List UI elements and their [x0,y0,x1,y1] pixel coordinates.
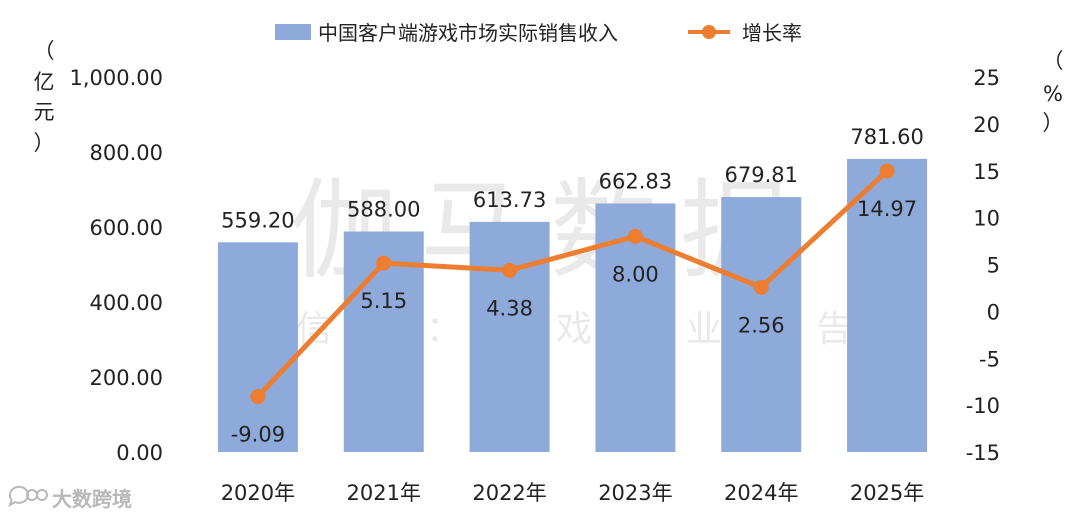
right-tick-label: 0 [987,300,1000,324]
x-tick-label: 2022年 [472,481,546,505]
bar-label: 588.00 [347,198,420,222]
left-tick-label: 400.00 [90,291,163,315]
bar-label: 613.73 [473,188,546,212]
right-tick-label: -5 [979,347,1000,371]
growth-rate-point-2024年 [753,279,769,295]
x-axis-ticks: 2020年 2021年 2022年 2023年 2024年 2025年 [221,481,925,505]
growth-rate-point-2022年 [502,262,518,278]
growth-rate-line [255,168,890,400]
growth-rate-label: -9.09 [231,423,285,447]
x-tick-label: 2020年 [221,481,295,505]
bar-label: 781.60 [850,125,923,149]
x-tick-label: 2021年 [347,481,421,505]
left-tick-label: 1,000.00 [69,66,163,90]
line-data-labels: -9.09 5.15 4.38 8.00 2.56 14.97 [231,197,917,447]
right-axis-title-char-1: % [1043,82,1063,106]
right-axis-title: （ % ） [1043,49,1064,135]
left-tick-label: 600.00 [90,216,163,240]
right-tick-label: -15 [966,441,1000,465]
bar-2022年 [469,221,550,452]
legend-label-revenue: 中国客户端游戏市场实际销售收入 [318,21,618,45]
left-axis-title-char-3: ） [34,131,55,155]
x-tick-label: 2024年 [724,481,798,505]
growth-rate-point-2020年 [250,389,266,405]
legend-label-growth: 增长率 [742,21,802,45]
left-tick-label: 0.00 [116,441,163,465]
left-axis-title-char-1: 亿 [34,70,55,94]
chat-bubble-icon [8,485,48,508]
right-axis-title-char-0: （ [1043,49,1064,73]
left-tick-label: 200.00 [90,366,163,390]
left-axis-ticks: 0.00 200.00 400.00 600.00 800.00 1,000.00 [69,66,163,465]
right-axis-ticks: -15 -10 -5 0 5 10 15 20 25 [966,66,1000,465]
bar-2020年 [217,242,298,452]
left-axis-title-char-2: 元 [34,100,55,124]
left-axis-title: （ 亿 元 ） [34,39,55,155]
right-tick-label: -10 [966,394,1000,418]
growth-rate-label: 2.56 [738,313,785,337]
growth-rate-point-2021年 [376,255,392,271]
logo: 大数跨境 [8,485,132,511]
left-axis-title-char-0: （ [34,39,55,63]
growth-rate-label: 5.15 [360,289,407,313]
legend: 中国客户端游戏市场实际销售收入 增长率 [275,21,802,45]
legend-swatch-growth-marker [702,25,716,39]
line-series [250,163,895,405]
growth-rate-point-2023年 [627,228,643,244]
right-tick-label: 5 [987,254,1000,278]
growth-rate-label: 4.38 [486,296,533,320]
growth-rate-label: 14.97 [857,197,917,221]
bar-data-labels: 559.20 588.00 613.73 662.83 679.81 781.60 [221,125,924,232]
x-tick-label: 2023年 [598,481,672,505]
right-tick-label: 10 [973,207,1000,231]
bar-2025年 [847,158,928,452]
right-tick-label: 15 [973,160,1000,184]
right-axis-title-char-2: ） [1043,111,1064,135]
bar-label: 679.81 [725,163,798,187]
bar-label: 559.20 [221,208,294,232]
x-tick-label: 2025年 [850,481,924,505]
left-tick-label: 800.00 [90,141,163,165]
logo-text: 大数跨境 [52,487,132,511]
legend-swatch-revenue [275,24,311,40]
bar-label: 662.83 [599,169,672,193]
growth-rate-point-2025年 [879,163,895,179]
growth-rate-label: 8.00 [612,262,659,286]
bar-2024年 [721,197,802,452]
right-tick-label: 20 [973,113,1000,137]
right-tick-label: 25 [973,66,1000,90]
